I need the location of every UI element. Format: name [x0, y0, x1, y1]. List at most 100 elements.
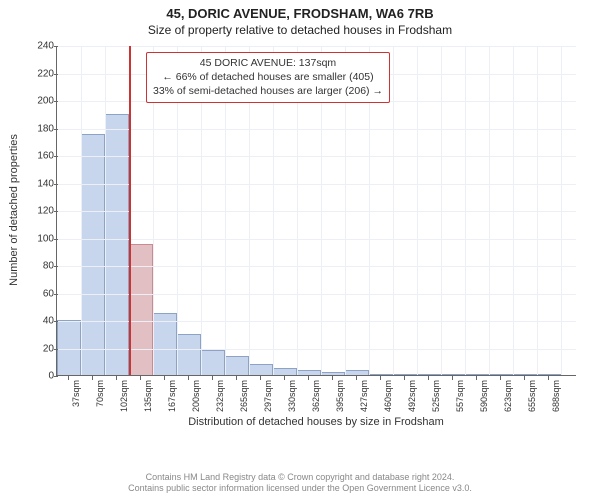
x-tick-label: 167sqm [167, 380, 177, 412]
page: 45, DORIC AVENUE, FRODSHAM, WA6 7RB Size… [0, 0, 600, 500]
reference-line [129, 46, 131, 375]
bar [297, 370, 321, 376]
x-tick-mark [524, 376, 525, 380]
annotation-box: 45 DORIC AVENUE: 137sqm ← 66% of detache… [146, 52, 390, 103]
y-tick-label: 100 [24, 233, 54, 244]
x-tick-mark [164, 376, 165, 380]
x-tick-mark [476, 376, 477, 380]
x-tick-mark [380, 376, 381, 380]
bar [273, 368, 297, 375]
y-tick-mark [54, 266, 58, 267]
x-ticks: 37sqm70sqm102sqm135sqm167sqm200sqm232sqm… [56, 376, 576, 416]
bar [441, 374, 465, 375]
y-tick-label: 40 [24, 316, 54, 327]
y-axis-label: Number of detached properties [8, 134, 20, 286]
bar [345, 370, 369, 376]
x-tick-label: 232sqm [215, 380, 225, 412]
annotation-line3: 33% of semi-detached houses are larger (… [153, 84, 383, 98]
x-tick-mark [116, 376, 117, 380]
x-tick-label: 200sqm [191, 380, 201, 412]
x-tick-label: 557sqm [455, 380, 465, 412]
page-title: 45, DORIC AVENUE, FRODSHAM, WA6 7RB [0, 6, 600, 21]
y-tick-mark [54, 129, 58, 130]
x-tick-mark [500, 376, 501, 380]
x-tick-label: 297sqm [263, 380, 273, 412]
bar [201, 350, 225, 375]
bar [537, 374, 561, 375]
x-tick-label: 590sqm [479, 380, 489, 412]
x-axis-label: Distribution of detached houses by size … [56, 416, 576, 428]
x-tick-mark [428, 376, 429, 380]
x-tick-mark [212, 376, 213, 380]
gridline-v [513, 46, 514, 375]
x-tick-mark [332, 376, 333, 380]
footer-line2: Contains public sector information licen… [10, 483, 590, 494]
y-tick-label: 240 [24, 41, 54, 52]
x-tick-label: 362sqm [311, 380, 321, 412]
gridline-h [57, 184, 576, 185]
x-tick-mark [236, 376, 237, 380]
y-tick-label: 0 [24, 371, 54, 382]
y-tick-label: 140 [24, 178, 54, 189]
x-tick-mark [356, 376, 357, 380]
y-tick-mark [54, 74, 58, 75]
x-tick-mark [260, 376, 261, 380]
y-tick-label: 180 [24, 123, 54, 134]
x-tick-label: 525sqm [431, 380, 441, 412]
bar [57, 320, 81, 375]
footer: Contains HM Land Registry data © Crown c… [10, 472, 590, 495]
gridline-h [57, 349, 576, 350]
x-tick-label: 135sqm [143, 380, 153, 412]
x-tick-label: 265sqm [239, 380, 249, 412]
plot: 020406080100120140160180200220240 37sqm7… [56, 46, 576, 416]
gridline-v [537, 46, 538, 375]
x-tick-mark [452, 376, 453, 380]
footer-line1: Contains HM Land Registry data © Crown c… [10, 472, 590, 483]
gridline-v [465, 46, 466, 375]
gridline-v [81, 46, 82, 375]
bar [177, 334, 201, 375]
x-tick-mark [68, 376, 69, 380]
bar [249, 364, 273, 375]
y-tick-label: 80 [24, 261, 54, 272]
x-tick-mark [284, 376, 285, 380]
x-tick-label: 655sqm [527, 380, 537, 412]
gridline-v [393, 46, 394, 375]
x-tick-mark [92, 376, 93, 380]
gridline-v [441, 46, 442, 375]
x-tick-label: 395sqm [335, 380, 345, 412]
gridline-h [57, 266, 576, 267]
bar [489, 374, 513, 375]
x-tick-mark [140, 376, 141, 380]
x-tick-label: 37sqm [71, 380, 81, 407]
bar [105, 114, 129, 375]
y-tick-label: 220 [24, 68, 54, 79]
title-block: 45, DORIC AVENUE, FRODSHAM, WA6 7RB Size… [0, 0, 600, 37]
y-tick-mark [54, 294, 58, 295]
x-tick-mark [308, 376, 309, 380]
y-tick-mark [54, 211, 58, 212]
bar [393, 374, 417, 375]
y-tick-label: 60 [24, 288, 54, 299]
y-tick-mark [54, 101, 58, 102]
x-tick-label: 460sqm [383, 380, 393, 412]
bar-highlighted [129, 244, 153, 375]
y-tick-label: 160 [24, 151, 54, 162]
y-tick-mark [54, 239, 58, 240]
y-ticks: 020406080100120140160180200220240 [24, 46, 54, 376]
y-tick-mark [54, 156, 58, 157]
y-tick-mark [54, 321, 58, 322]
y-tick-label: 200 [24, 96, 54, 107]
y-tick-mark [54, 349, 58, 350]
x-tick-label: 427sqm [359, 380, 369, 412]
gridline-h [57, 294, 576, 295]
x-tick-mark [548, 376, 549, 380]
gridline-v [105, 46, 106, 375]
gridline-h [57, 239, 576, 240]
gridline-h [57, 129, 576, 130]
gridline-h [57, 46, 576, 47]
bar [465, 374, 489, 375]
annotation-line2: ← 66% of detached houses are smaller (40… [153, 70, 383, 84]
y-tick-label: 20 [24, 343, 54, 354]
page-subtitle: Size of property relative to detached ho… [0, 23, 600, 37]
